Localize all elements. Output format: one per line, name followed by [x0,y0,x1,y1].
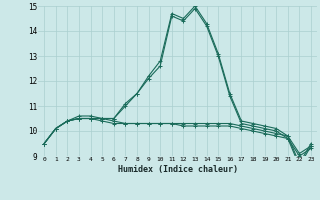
X-axis label: Humidex (Indice chaleur): Humidex (Indice chaleur) [118,165,238,174]
